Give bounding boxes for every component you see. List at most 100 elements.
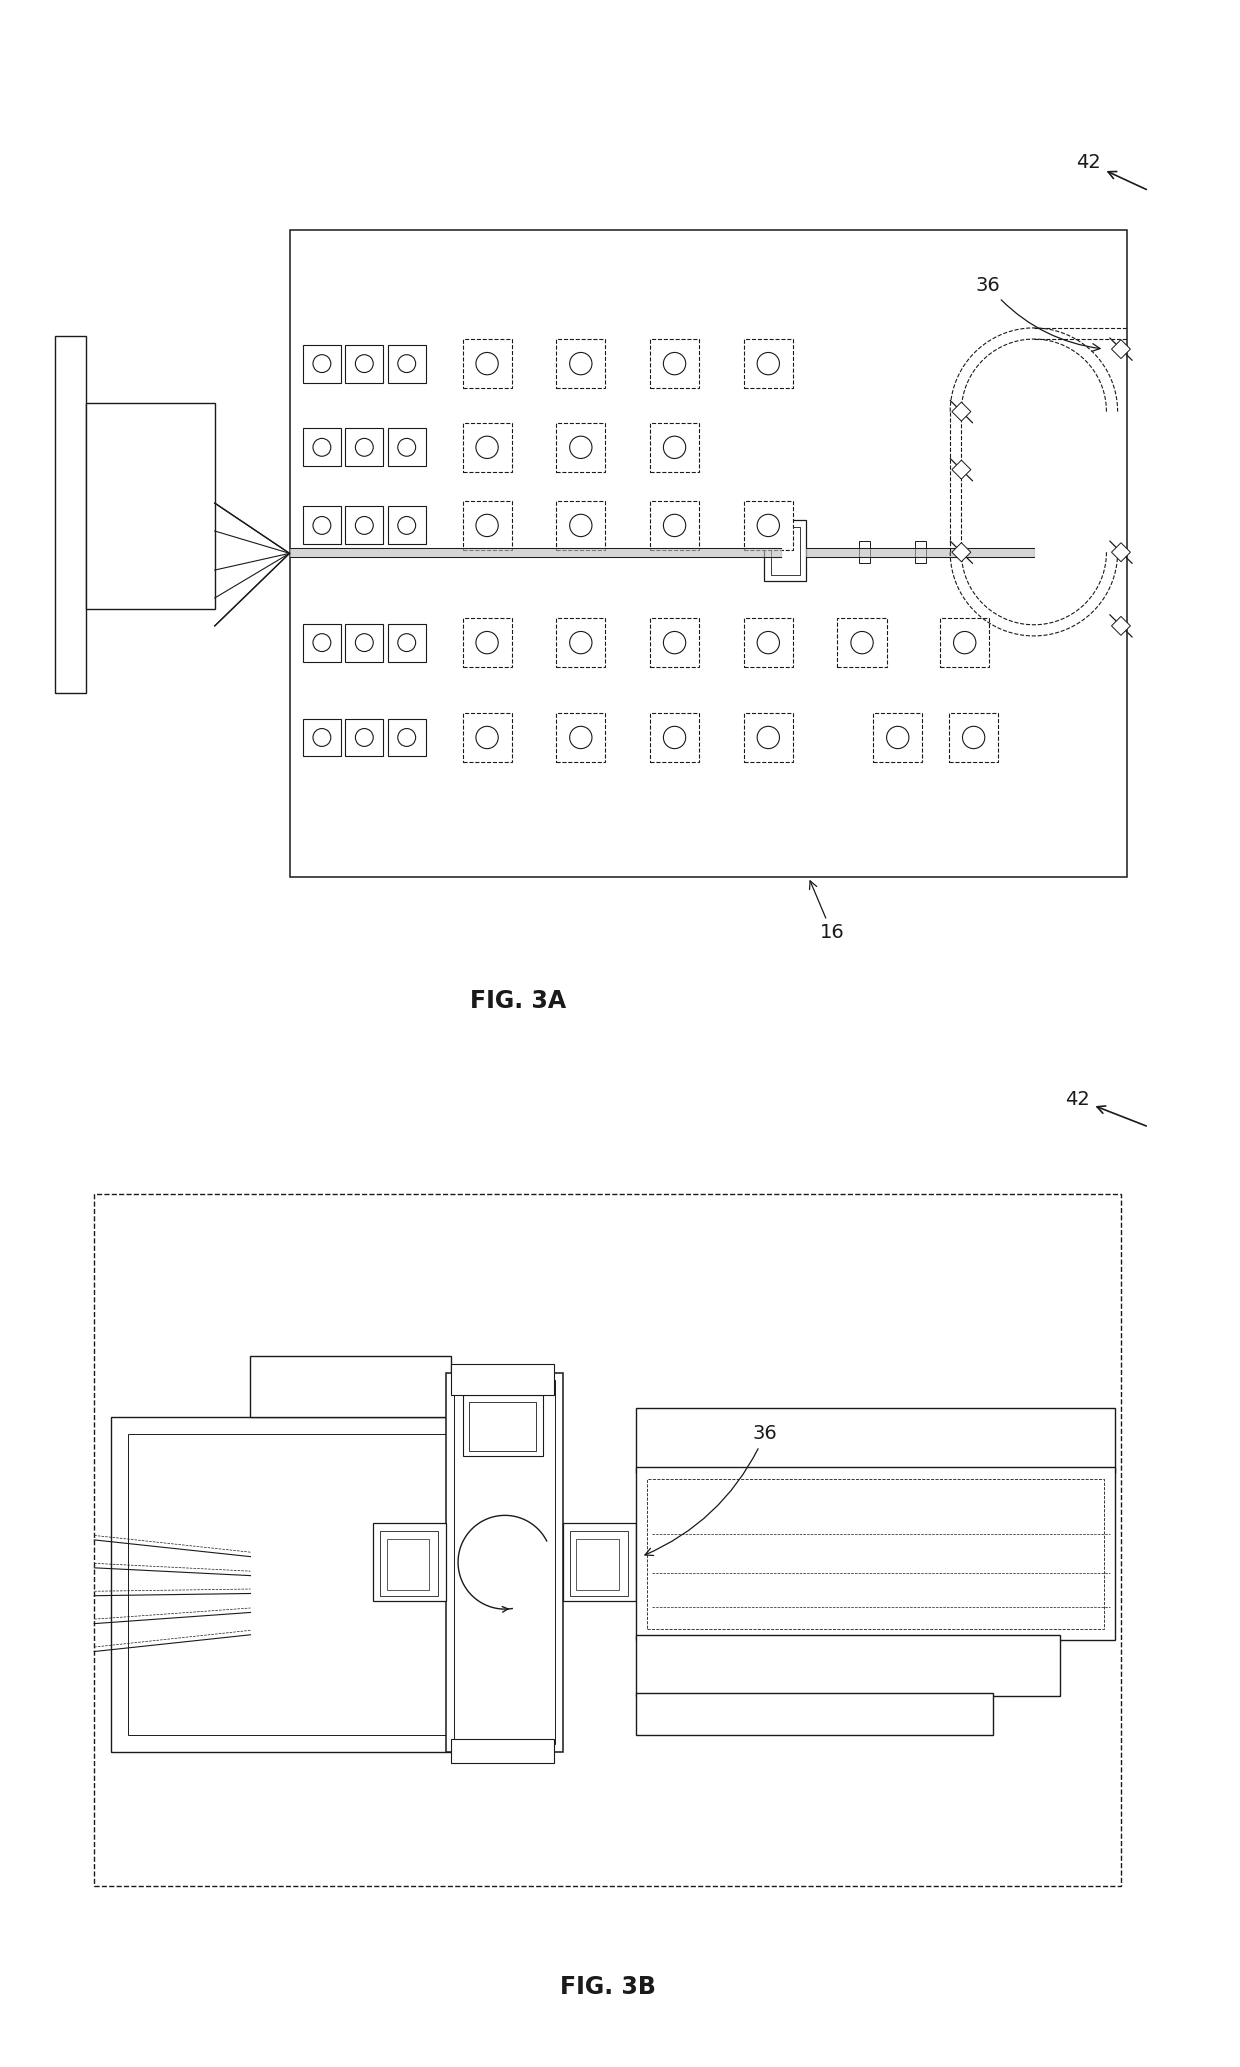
Bar (290, 229, 1127, 876)
Bar (859, 542, 870, 564)
Bar (650, 424, 699, 471)
Bar (647, 1478, 1105, 1629)
Bar (557, 713, 605, 763)
Bar (636, 1468, 1116, 1641)
Bar (94, 1195, 1121, 1885)
Bar (128, 1434, 451, 1734)
Bar (952, 544, 971, 562)
Bar (1111, 616, 1131, 635)
Circle shape (356, 728, 373, 746)
Circle shape (663, 436, 686, 459)
Circle shape (476, 726, 498, 748)
Circle shape (398, 356, 415, 372)
Circle shape (398, 635, 415, 651)
Bar (463, 500, 512, 550)
Circle shape (962, 726, 985, 748)
Bar (837, 618, 887, 668)
Text: 36: 36 (645, 1424, 777, 1556)
Bar (744, 713, 792, 763)
Circle shape (663, 353, 686, 374)
Bar (303, 345, 341, 382)
Bar (463, 1395, 543, 1457)
Circle shape (851, 630, 873, 653)
Text: 42: 42 (1065, 1089, 1146, 1127)
Bar (387, 1538, 429, 1590)
Bar (940, 618, 990, 668)
Circle shape (312, 356, 331, 372)
Bar (303, 624, 341, 661)
Bar (915, 542, 926, 564)
Circle shape (954, 630, 976, 653)
Bar (949, 713, 998, 763)
Bar (744, 618, 792, 668)
Bar (770, 527, 800, 575)
Bar (636, 1635, 1060, 1697)
Circle shape (663, 630, 686, 653)
Bar (373, 1523, 446, 1602)
Bar (454, 1381, 556, 1745)
Circle shape (569, 630, 591, 653)
Bar (650, 339, 699, 389)
Circle shape (476, 515, 498, 537)
Bar (636, 1693, 993, 1734)
Bar (463, 339, 512, 389)
Bar (650, 500, 699, 550)
Bar (112, 1418, 469, 1753)
Bar (744, 500, 792, 550)
Text: 16: 16 (810, 881, 844, 943)
Circle shape (398, 438, 415, 457)
Circle shape (356, 517, 373, 535)
Bar (451, 1738, 554, 1763)
Bar (303, 719, 341, 757)
Circle shape (356, 438, 373, 457)
Bar (1111, 544, 1131, 562)
Bar (303, 506, 341, 544)
Bar (388, 428, 425, 467)
Circle shape (569, 726, 591, 748)
Bar (463, 618, 512, 668)
Bar (557, 618, 605, 668)
Bar (569, 1532, 627, 1596)
Bar (873, 713, 923, 763)
Bar (388, 345, 425, 382)
Circle shape (476, 353, 498, 374)
Circle shape (476, 630, 498, 653)
Circle shape (312, 728, 331, 746)
Circle shape (312, 517, 331, 535)
Bar (577, 1538, 619, 1590)
Bar (650, 713, 699, 763)
Circle shape (569, 353, 591, 374)
Circle shape (569, 436, 591, 459)
Bar (952, 461, 971, 480)
Bar (636, 1408, 1116, 1474)
Circle shape (356, 356, 373, 372)
Circle shape (312, 438, 331, 457)
Bar (744, 339, 792, 389)
Bar (563, 1523, 636, 1602)
Circle shape (887, 726, 909, 748)
Bar (346, 506, 383, 544)
Text: 36: 36 (976, 277, 1100, 351)
Bar (379, 1532, 438, 1596)
Bar (469, 1401, 536, 1451)
Circle shape (356, 635, 373, 651)
Circle shape (398, 517, 415, 535)
Bar (346, 719, 383, 757)
Bar (446, 1372, 563, 1753)
Text: FIG. 3A: FIG. 3A (470, 988, 567, 1013)
Bar (952, 403, 971, 422)
Bar (1111, 339, 1131, 358)
Circle shape (663, 726, 686, 748)
Circle shape (476, 436, 498, 459)
Circle shape (758, 630, 780, 653)
Bar (388, 719, 425, 757)
Circle shape (758, 515, 780, 537)
Bar (557, 339, 605, 389)
Bar (650, 618, 699, 668)
Text: FIG. 3B: FIG. 3B (559, 1976, 656, 1999)
Circle shape (758, 726, 780, 748)
Circle shape (312, 635, 331, 651)
Bar (388, 506, 425, 544)
Bar (250, 1356, 451, 1418)
Bar (463, 424, 512, 471)
